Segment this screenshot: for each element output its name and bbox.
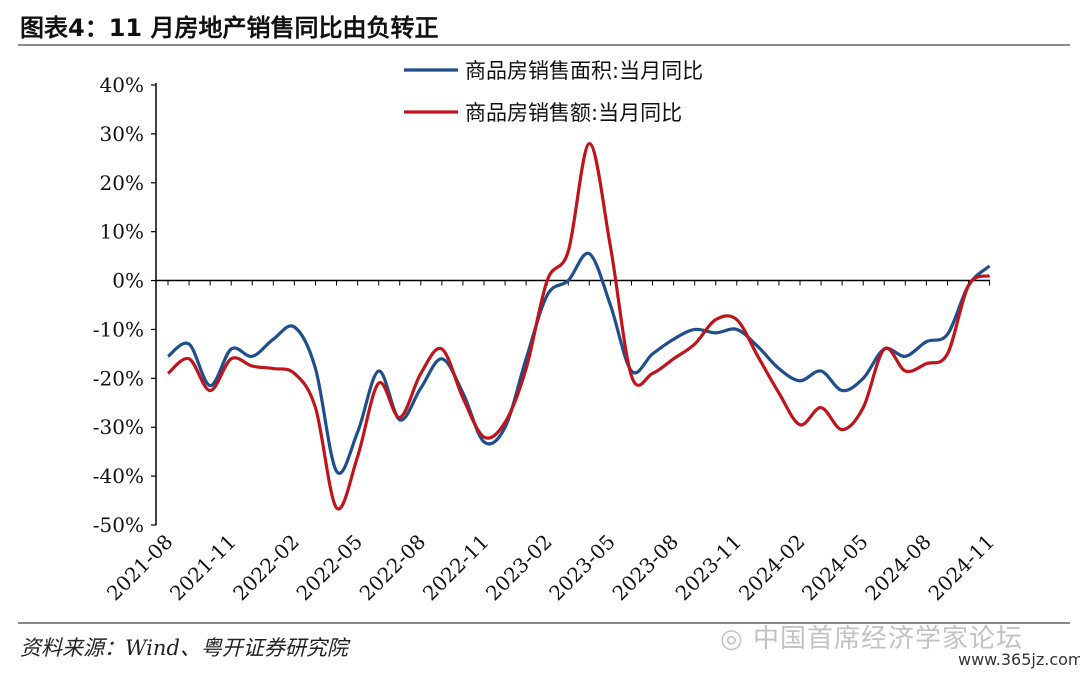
x-tick-label: 2022-08 (355, 530, 431, 606)
figure-title: 图表4：11 月房地产销售同比由负转正 (20, 14, 439, 42)
watermark-text: ◎ 中国首席经济学家论坛 (720, 624, 1023, 654)
y-tick-label: 40% (100, 73, 144, 97)
x-tick-label: 2022-05 (291, 530, 367, 606)
y-tick-label: -20% (93, 366, 144, 390)
y-tick-label: 10% (100, 220, 144, 244)
chart-axes (155, 83, 990, 525)
x-tick-label: 2023-08 (607, 530, 683, 606)
watermark-url: www.365jz.com (958, 650, 1080, 669)
x-tick-label: 2023-11 (671, 530, 747, 606)
x-tick-label: 2024-08 (860, 530, 936, 606)
line-chart: -50% -40% -30% -20% -10% 0% 10% 20% 30% 40% 2021-… (93, 59, 999, 606)
y-tick-label: -40% (93, 464, 144, 488)
y-axis-ticks: -50% -40% -30% -20% -10% 0% 10% 20% 30% 40% (93, 73, 156, 537)
series-lines (166, 142, 991, 511)
y-tick-label: 20% (100, 171, 144, 195)
y-tick-label: 30% (100, 122, 144, 146)
top-rule (18, 44, 1070, 46)
x-tick-label: 2023-05 (544, 530, 620, 606)
x-tick-label: 2024-05 (797, 530, 873, 606)
x-tick-label: 2021-11 (165, 530, 241, 606)
x-axis-ticks: 2021-082021-112022-022022-052022-082022-… (102, 280, 999, 606)
x-tick-label: 2024-11 (923, 530, 999, 606)
x-tick-label: 2023-02 (481, 530, 557, 606)
source-note: 资料来源：Wind、粤开证券研究院 (20, 636, 348, 660)
y-tick-label: -30% (93, 415, 144, 439)
x-tick-label: 2021-08 (102, 530, 178, 606)
legend-label: 商品房销售面积:当月同比 (465, 59, 703, 83)
y-tick-label: 0% (112, 269, 144, 293)
y-tick-label: -10% (93, 317, 144, 341)
series-line-sales-yoy (166, 142, 991, 511)
legend-label: 商品房销售额:当月同比 (465, 101, 682, 125)
bottom-rule (18, 622, 1070, 624)
y-tick-label: -50% (93, 513, 144, 537)
x-tick-label: 2022-02 (228, 530, 304, 606)
x-tick-label: 2022-11 (418, 530, 494, 606)
series-line-area-yoy (167, 251, 991, 475)
x-tick-label: 2024-02 (734, 530, 810, 606)
